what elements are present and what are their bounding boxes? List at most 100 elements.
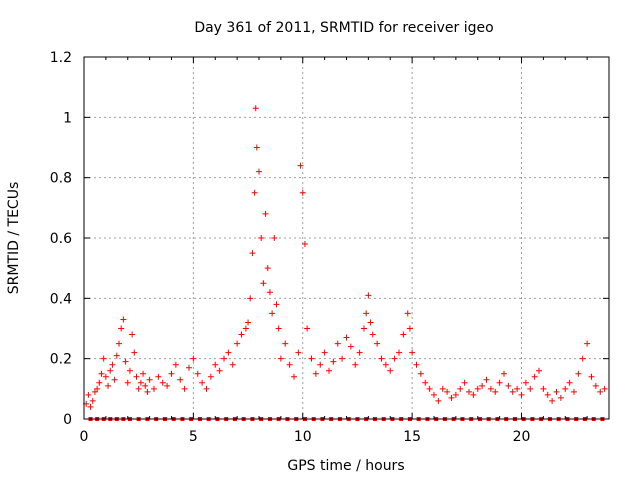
data-point bbox=[518, 391, 525, 398]
data-point bbox=[297, 162, 304, 169]
data-point bbox=[177, 376, 184, 383]
data-point bbox=[406, 325, 413, 332]
data-point bbox=[242, 325, 249, 332]
data-point bbox=[557, 394, 564, 401]
data-point bbox=[343, 334, 350, 341]
data-point bbox=[396, 349, 402, 356]
data-point bbox=[216, 367, 223, 374]
y-tick-label: 0 bbox=[63, 412, 72, 428]
data-point bbox=[100, 355, 107, 362]
data-point bbox=[321, 349, 328, 356]
data-point bbox=[286, 361, 293, 368]
data-point bbox=[96, 379, 103, 386]
data-point bbox=[129, 331, 136, 338]
data-point bbox=[94, 385, 101, 392]
data-point bbox=[249, 250, 256, 257]
data-point bbox=[164, 382, 171, 389]
data-point bbox=[107, 367, 114, 374]
data-point bbox=[540, 385, 547, 392]
data-point bbox=[448, 394, 455, 401]
data-point bbox=[258, 235, 265, 241]
data-point bbox=[470, 391, 477, 398]
data-point bbox=[85, 391, 92, 398]
data-point bbox=[549, 397, 556, 404]
data-point bbox=[579, 355, 586, 362]
data-point bbox=[247, 295, 254, 302]
data-point bbox=[361, 325, 367, 332]
data-point bbox=[501, 370, 507, 377]
data-point bbox=[544, 391, 551, 398]
data-point bbox=[531, 373, 538, 380]
data-point bbox=[251, 189, 258, 196]
data-point bbox=[435, 397, 442, 404]
data-point bbox=[417, 370, 424, 377]
data-point bbox=[597, 388, 604, 395]
data-point bbox=[207, 373, 214, 380]
data-point bbox=[186, 364, 192, 371]
data-point bbox=[413, 361, 420, 368]
data-point bbox=[527, 385, 534, 392]
data-point bbox=[378, 355, 385, 362]
data-point bbox=[273, 301, 280, 308]
y-tick-label: 0.2 bbox=[50, 352, 72, 368]
data-point bbox=[238, 331, 245, 338]
x-tick-label: 10 bbox=[294, 429, 312, 445]
data-point bbox=[172, 361, 179, 368]
data-point bbox=[269, 310, 276, 317]
data-point bbox=[225, 349, 232, 356]
data-point bbox=[584, 340, 591, 347]
data-point bbox=[256, 168, 262, 175]
data-point bbox=[260, 280, 267, 287]
data-point bbox=[479, 382, 486, 389]
data-point bbox=[140, 370, 147, 377]
data-point bbox=[266, 289, 273, 296]
data-point bbox=[536, 367, 542, 374]
y-tick-label: 0.4 bbox=[50, 291, 72, 307]
data-point bbox=[124, 379, 131, 386]
data-point bbox=[91, 388, 98, 395]
data-point bbox=[365, 292, 372, 299]
data-point bbox=[326, 367, 332, 374]
data-point bbox=[181, 385, 188, 392]
data-point bbox=[382, 361, 389, 368]
data-point bbox=[592, 382, 599, 389]
data-point bbox=[221, 355, 227, 362]
data-point bbox=[144, 388, 151, 395]
data-point bbox=[474, 385, 481, 392]
data-point bbox=[452, 391, 459, 398]
series-srmtid bbox=[83, 105, 608, 410]
data-point bbox=[277, 355, 284, 362]
data-point bbox=[155, 373, 162, 380]
data-point bbox=[146, 376, 153, 383]
data-point bbox=[87, 403, 94, 410]
data-point bbox=[367, 319, 374, 326]
data-point bbox=[299, 189, 306, 196]
data-point bbox=[234, 340, 241, 347]
chart-title: Day 361 of 2011, SRMTID for receiver ige… bbox=[194, 20, 493, 36]
data-point bbox=[151, 385, 157, 392]
data-point bbox=[102, 373, 109, 380]
data-point bbox=[137, 379, 144, 386]
data-point bbox=[509, 388, 516, 395]
data-point bbox=[601, 385, 608, 392]
data-point bbox=[203, 385, 210, 392]
data-point bbox=[522, 379, 529, 386]
data-point bbox=[387, 367, 394, 374]
grid bbox=[84, 57, 609, 419]
data-point bbox=[98, 370, 105, 377]
data-point bbox=[439, 385, 446, 392]
data-point bbox=[168, 370, 175, 377]
data-points bbox=[83, 105, 608, 421]
data-point bbox=[252, 105, 259, 112]
data-point bbox=[159, 379, 166, 386]
data-point bbox=[571, 388, 577, 395]
data-point bbox=[271, 235, 278, 241]
data-point bbox=[120, 316, 127, 323]
data-point bbox=[111, 376, 118, 383]
y-tick-label: 1.2 bbox=[50, 50, 72, 66]
data-point bbox=[562, 385, 569, 392]
data-point bbox=[505, 382, 512, 389]
data-point bbox=[352, 361, 359, 368]
data-point bbox=[116, 340, 122, 347]
data-point bbox=[89, 397, 96, 404]
